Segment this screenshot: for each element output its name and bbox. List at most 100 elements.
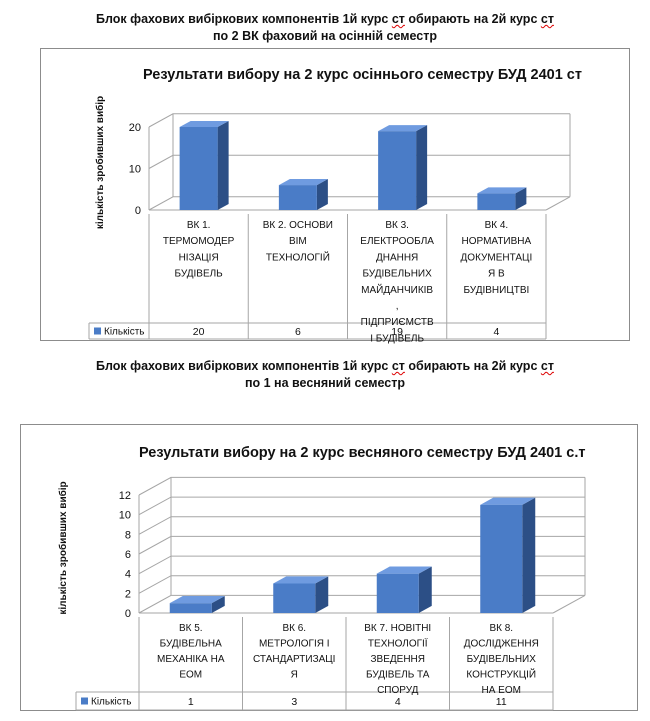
section1-heading-part: ст	[540, 12, 554, 26]
category-label: МЕТРОЛОГІЯ І	[259, 639, 330, 650]
category-label: Я В	[488, 269, 505, 280]
bar-top	[278, 179, 328, 186]
category-label: НІЗАЦІЯ	[179, 252, 219, 263]
section2-heading-part: обирають на 2й курс	[404, 359, 541, 373]
bar-top	[378, 125, 428, 132]
category-label: ДНАННЯ	[376, 252, 418, 263]
chart-title: Результати вибору на 2 курс осіннього се…	[143, 67, 582, 83]
bar-top	[480, 497, 536, 505]
category-label: БУДІВЕЛЬНИХ	[362, 269, 432, 280]
chart1-area: Результати вибору на 2 курс осіннього се…	[40, 48, 630, 344]
y-tick-label: 0	[135, 205, 141, 217]
section1-heading: Блок фахових вибіркових компонентів 1й к…	[0, 11, 650, 45]
bar	[378, 131, 417, 210]
chart-title: Результати вибору на 2 курс весняного се…	[139, 445, 585, 461]
section2-heading-line2: по 1 на весняний семестр	[244, 376, 406, 390]
category-label: БУДІВЕЛЬ	[174, 269, 223, 280]
category-label: БУДІВНИЦТВІ	[463, 285, 529, 296]
bar-side	[315, 576, 329, 613]
category-label: ДОКУМЕНТАЦІ	[461, 252, 533, 263]
floor-edge	[552, 594, 586, 614]
category-label: ВК 6.	[282, 623, 306, 634]
chart2-area: Результати вибору на 2 курс весняного се…	[20, 424, 638, 711]
section1-heading-part: обирають на 2й курс	[404, 12, 541, 26]
bar	[376, 573, 419, 613]
data-value-label: 4	[493, 326, 499, 338]
category-label: ВК 4.	[485, 220, 509, 231]
category-label: НА ЕОМ	[482, 685, 521, 696]
category-label: ЕЛЕКТРООБЛА	[360, 236, 434, 247]
data-value-label: 3	[291, 696, 297, 708]
bar-side	[316, 179, 328, 210]
legend-label: Кількість	[104, 327, 144, 338]
category-label: BIM	[289, 236, 307, 247]
category-label: ВК 1.	[187, 220, 211, 231]
gridline	[138, 476, 585, 496]
y-axis-label: кількість зробивших вибір	[94, 96, 106, 229]
y-tick-label: 0	[125, 608, 131, 620]
data-value-label: 11	[496, 696, 507, 708]
category-label: БУДІВЕЛЬНИХ	[467, 654, 537, 665]
section1-heading-part: ст	[391, 12, 405, 26]
section1-heading-part: Блок фахових вибіркових компонентів 1й к…	[96, 12, 392, 26]
section2-heading-part: ст	[540, 359, 554, 373]
category-label: ВК 3.	[385, 220, 409, 231]
category-label: ВК 8.	[489, 623, 513, 634]
category-label: І БУДІВЕЛЬ	[370, 333, 424, 344]
bar	[179, 127, 218, 210]
section2-heading-part: Блок фахових вибіркових компонентів 1й к…	[96, 359, 392, 373]
y-tick-label: 12	[119, 490, 131, 502]
category-label: НОРМАТИВНА	[462, 236, 532, 247]
chart1-svg: Результати вибору на 2 курс осіннього се…	[88, 67, 582, 344]
bar	[169, 603, 212, 613]
bar-top	[169, 596, 225, 604]
bar	[480, 504, 523, 613]
category-label: КОНСТРУКЦІЙ	[466, 668, 536, 681]
y-tick-label: 10	[129, 164, 141, 176]
category-label: СПОРУД	[377, 685, 419, 696]
category-label: БУДІВЕЛЬНА	[160, 639, 222, 650]
chart2-svg: Результати вибору на 2 курс весняного се…	[57, 445, 586, 711]
bar-top	[376, 566, 432, 574]
section1-heading-line2: по 2 ВК фаховий на осінній семестр	[213, 29, 437, 43]
data-value-label: 20	[193, 326, 205, 338]
data-value-label: 6	[295, 326, 301, 338]
legend-swatch	[81, 697, 88, 705]
category-label: ВК 5.	[179, 623, 203, 634]
data-value-label: 1	[188, 696, 194, 708]
gridline	[138, 594, 585, 614]
bar-side	[522, 497, 536, 613]
category-label: ЕОМ	[179, 670, 202, 681]
category-label: МЕХАНІКА НА	[157, 654, 225, 665]
category-label: ,	[396, 301, 399, 312]
y-tick-label: 10	[119, 510, 131, 522]
category-label: ТЕРМОМОДЕР	[163, 236, 235, 247]
bar-side	[418, 566, 432, 613]
category-label: БУДІВЕЛЬ ТА	[366, 670, 430, 681]
category-label: ПІДПРИЄМСТВ	[361, 317, 434, 328]
y-tick-label: 4	[125, 569, 131, 581]
y-tick-label: 8	[125, 529, 131, 541]
data-value-label: 19	[391, 326, 403, 338]
y-axis-label: кількість зробивших вибір	[57, 481, 69, 614]
category-label: ВК 2. ОСНОВИ	[263, 220, 333, 231]
bar	[273, 583, 316, 613]
bar-side	[416, 125, 428, 210]
y-tick-label: 6	[125, 549, 131, 561]
category-label: ТЕХНОЛОГІЇ	[368, 638, 428, 650]
y-tick-label: 2	[125, 588, 131, 600]
legend-label: Кількість	[91, 697, 131, 708]
category-label: ТЕХНОЛОГІЙ	[266, 250, 330, 263]
floor-edge	[545, 196, 571, 211]
bar-side	[217, 120, 229, 210]
bar	[278, 185, 317, 210]
bar	[477, 193, 516, 210]
section2-heading: Блок фахових вибіркових компонентів 1й к…	[0, 358, 650, 392]
data-value-label: 4	[395, 696, 401, 708]
category-label: ВК 7. НОВІТНІ	[364, 623, 431, 634]
bar-top	[273, 576, 329, 584]
bar-side	[515, 187, 527, 210]
category-label: СТАНДАРТИЗАЦІ	[253, 654, 335, 665]
legend-swatch	[94, 327, 101, 335]
category-label: ЗВЕДЕННЯ	[371, 654, 426, 665]
